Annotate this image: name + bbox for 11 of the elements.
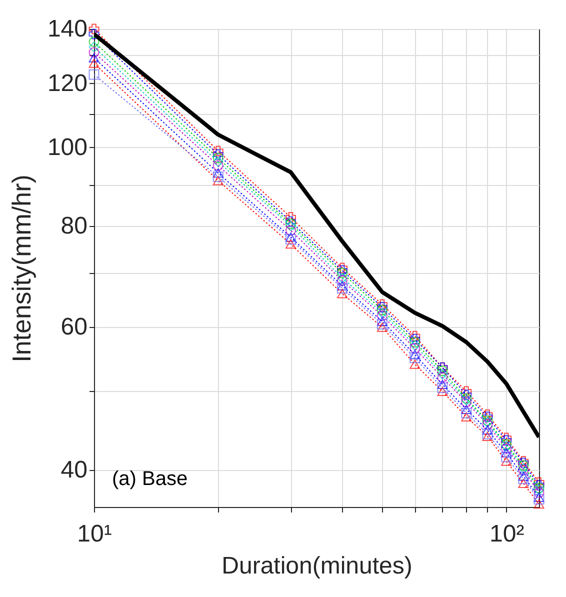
y-axis-title: Intensity(mm/hr) [6, 174, 36, 362]
y-tick-label: 80 [60, 212, 88, 240]
x-tick-label: 10¹ [77, 520, 112, 548]
y-tick-label: 120 [47, 70, 88, 97]
annotation: (a) Base [112, 468, 188, 490]
y-tick-label: 100 [47, 134, 88, 161]
x-axis-title: Duration(minutes) [222, 552, 412, 580]
y-tick-label: 60 [60, 314, 88, 341]
x-tick-label: 10² [490, 520, 524, 548]
y-tick-label: 40 [60, 456, 88, 484]
y-tick-label: 140 [47, 16, 88, 42]
